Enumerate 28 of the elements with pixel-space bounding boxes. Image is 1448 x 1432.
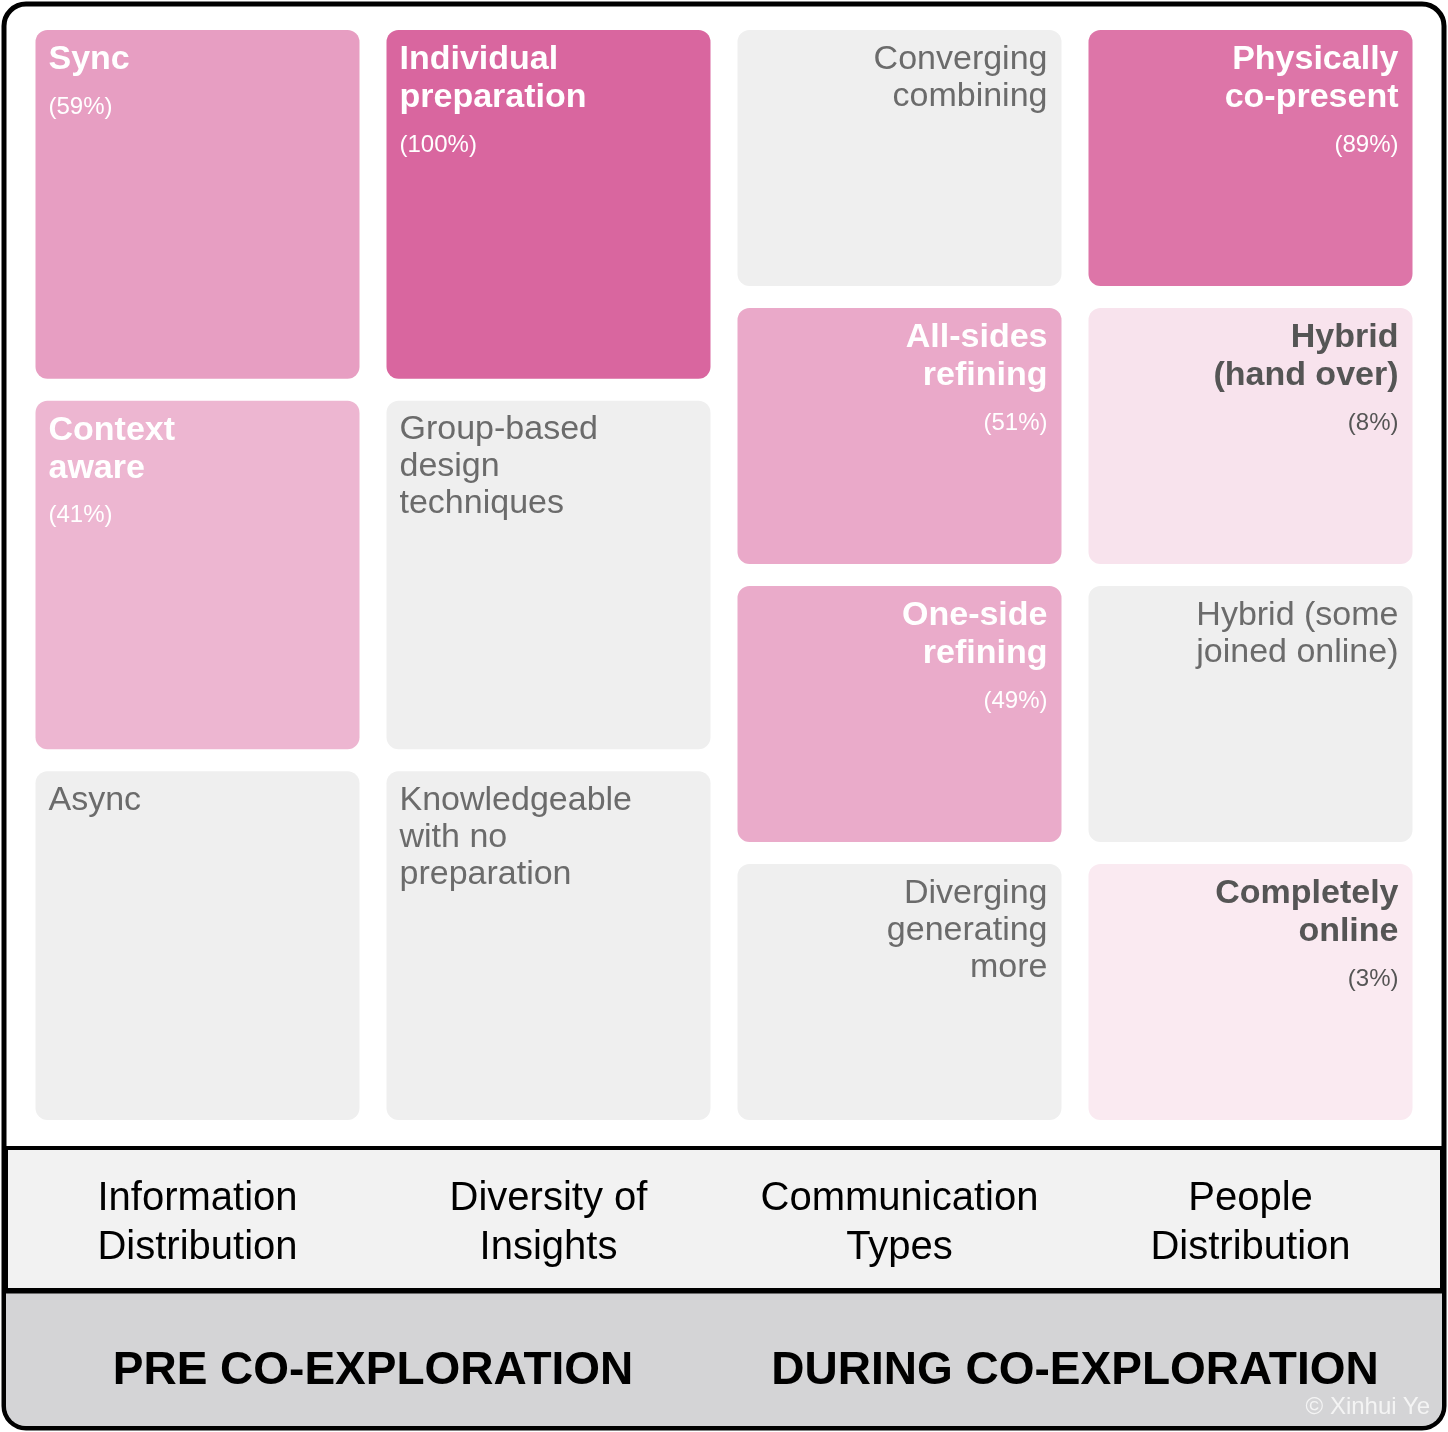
- category-label: Physically co-present: [1224, 38, 1399, 114]
- text: Diversity of Insights: [449, 1173, 649, 1267]
- category-label: Knowledgeable with no preparation: [398, 778, 633, 891]
- category-label: Completely online: [1215, 872, 1399, 948]
- text: People Distribution: [1150, 1173, 1351, 1267]
- category-label: Hybrid (some joined online): [1195, 593, 1399, 669]
- data-label: (100%): [399, 129, 477, 157]
- text: PRE CO-EXPLORATION: [112, 1342, 634, 1394]
- text: DURING CO-EXPLORATION: [771, 1342, 1379, 1394]
- category-label: One-side refining: [902, 594, 1048, 670]
- category-label: Hybrid (hand over): [1213, 316, 1399, 392]
- category-label: Diverging generating more: [886, 871, 1048, 984]
- category-label: Async: [48, 778, 142, 817]
- text: Information Distribution: [97, 1173, 298, 1267]
- text: Communication Types: [760, 1173, 1039, 1267]
- category-label: Group-based design techniques: [399, 408, 598, 521]
- data-label: (49%): [983, 685, 1048, 713]
- data-label: (8%): [1347, 407, 1399, 435]
- category-label: All-sides refining: [905, 316, 1048, 392]
- category-label: Context aware: [48, 408, 176, 485]
- data-label: (41%): [48, 500, 113, 528]
- data-label: (3%): [1347, 963, 1399, 991]
- data-label: (59%): [48, 91, 113, 119]
- category-label: Individual preparation: [399, 38, 587, 114]
- data-label: (51%): [983, 407, 1048, 435]
- data-label: (89%): [1334, 129, 1399, 157]
- category-label: Sync: [48, 38, 130, 76]
- category-label: Converging combining: [873, 37, 1048, 113]
